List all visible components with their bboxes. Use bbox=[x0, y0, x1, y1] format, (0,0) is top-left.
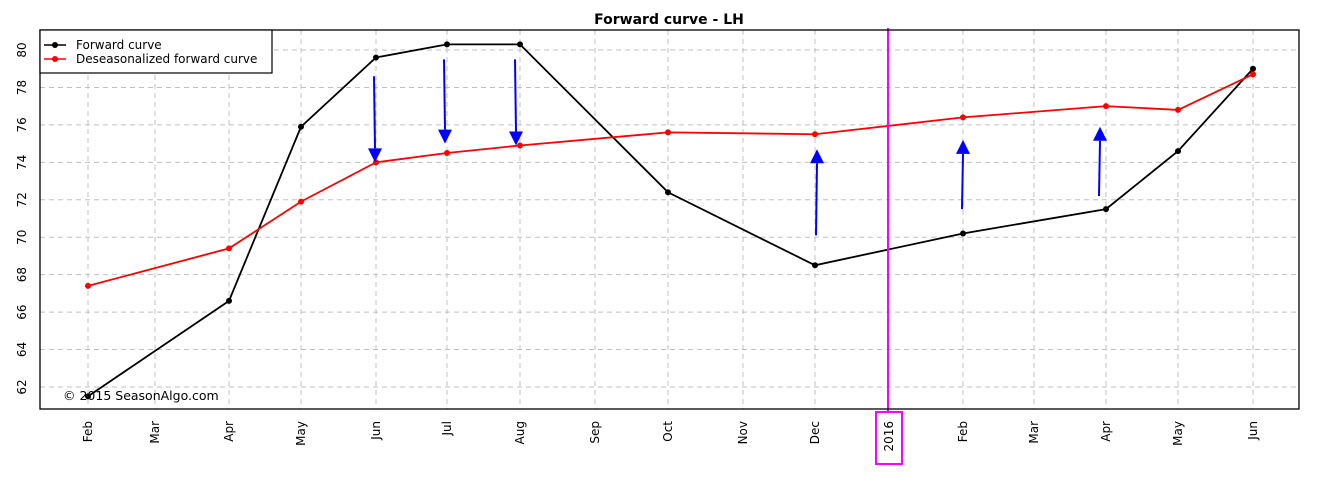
series-layer bbox=[85, 41, 1256, 400]
x-tick-label: Feb bbox=[956, 421, 970, 442]
data-point bbox=[665, 189, 671, 196]
x-tick-label: Mar bbox=[148, 421, 162, 444]
data-point bbox=[85, 393, 91, 400]
x-tick-label: Sep bbox=[588, 421, 602, 444]
legend-label: Deseasonalized forward curve bbox=[76, 52, 257, 66]
year-marker bbox=[875, 28, 903, 465]
arrow-down-icon bbox=[368, 148, 382, 163]
x-tick-label: Nov bbox=[736, 421, 750, 444]
data-point bbox=[444, 149, 450, 156]
y-tick-label: 64 bbox=[15, 342, 29, 357]
data-point bbox=[226, 245, 232, 252]
data-point bbox=[373, 54, 379, 61]
arrow-up-icon bbox=[810, 149, 824, 164]
x-tick-label: Aug bbox=[513, 421, 527, 444]
x-tick-label: Jun bbox=[369, 421, 383, 441]
chart-title: Forward curve - LH bbox=[594, 12, 744, 28]
x-tick-label: Dec bbox=[808, 421, 822, 444]
y-tick-label: 76 bbox=[15, 117, 29, 132]
data-point bbox=[1175, 148, 1181, 155]
legend-swatch-dot bbox=[52, 56, 58, 62]
data-point bbox=[517, 41, 523, 48]
series-line bbox=[87, 43, 1254, 398]
data-point bbox=[1250, 65, 1256, 72]
y-tick-label: 80 bbox=[15, 42, 29, 57]
grid-lines bbox=[40, 30, 1299, 409]
y-axis: 62 64 66 68 70 72 74 76 78 80 bbox=[15, 42, 29, 394]
data-point bbox=[1103, 206, 1109, 213]
data-point bbox=[1250, 71, 1256, 78]
x-tick-label: Jul bbox=[440, 421, 454, 436]
data-point bbox=[226, 297, 232, 304]
x-tick-label: Mar bbox=[1027, 421, 1041, 444]
x-tick-label: Oct bbox=[661, 421, 675, 442]
arrow-shaft bbox=[815, 163, 818, 236]
arrow-shaft bbox=[961, 153, 964, 210]
x-tick-label: Apr bbox=[1099, 421, 1113, 442]
data-point bbox=[812, 131, 818, 138]
arrow-down-icon bbox=[438, 129, 452, 144]
legend-box bbox=[39, 29, 273, 74]
data-point bbox=[1175, 106, 1181, 113]
year-marker-box bbox=[875, 411, 903, 465]
arrow-down-icon bbox=[509, 131, 523, 146]
arrow-up-icon bbox=[1093, 126, 1107, 141]
data-point bbox=[444, 41, 450, 48]
arrow-shaft bbox=[443, 59, 446, 130]
y-tick-label: 78 bbox=[15, 80, 29, 95]
arrow-shaft bbox=[373, 76, 376, 149]
data-point bbox=[665, 129, 671, 136]
y-tick-label: 68 bbox=[15, 267, 29, 282]
y-tick-label: 74 bbox=[15, 155, 29, 170]
plot-frame bbox=[39, 29, 1300, 410]
x-tick-label: May bbox=[1171, 421, 1185, 446]
data-point bbox=[812, 262, 818, 269]
watermark-text: © 2015 SeasonAlgo.com bbox=[63, 388, 219, 403]
y-tick-label: 66 bbox=[15, 304, 29, 319]
data-point bbox=[298, 123, 304, 130]
series-line bbox=[87, 73, 1254, 287]
arrow-up-icon bbox=[956, 139, 970, 154]
data-point bbox=[298, 198, 304, 205]
x-tick-label: Feb bbox=[81, 421, 95, 442]
data-point bbox=[517, 142, 523, 149]
y-tick-label: 62 bbox=[15, 379, 29, 394]
x-tick-label: Jun bbox=[1246, 421, 1260, 441]
arrow-shaft bbox=[1098, 140, 1101, 197]
x-tick-label: Apr bbox=[222, 421, 236, 442]
legend-label: Forward curve bbox=[76, 38, 162, 52]
x-axis: Feb Mar Apr May Jun Jul Aug Sep Oct Nov Dec 2016 Feb… bbox=[81, 421, 1260, 452]
x-tick-label: 2016 bbox=[882, 421, 896, 452]
data-point bbox=[85, 282, 91, 289]
x-tick-label: May bbox=[294, 421, 308, 446]
legend-swatch-dot bbox=[52, 42, 58, 48]
data-point bbox=[1103, 103, 1109, 110]
arrow-annotations bbox=[368, 59, 1107, 236]
data-point bbox=[960, 230, 966, 237]
y-tick-label: 70 bbox=[15, 230, 29, 245]
arrow-shaft bbox=[514, 59, 517, 132]
data-point bbox=[960, 114, 966, 121]
y-tick-label: 72 bbox=[15, 192, 29, 207]
